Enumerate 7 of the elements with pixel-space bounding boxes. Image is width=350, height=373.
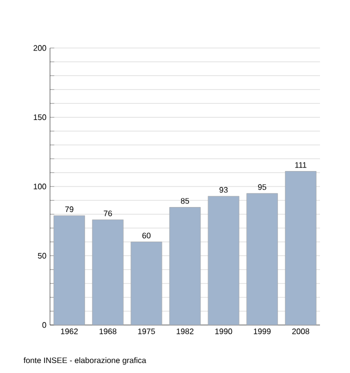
bar (169, 207, 201, 325)
bar (54, 215, 85, 325)
bar (285, 171, 316, 325)
bar (92, 220, 124, 325)
bar (208, 196, 240, 325)
bar (246, 193, 278, 325)
bar (130, 242, 162, 325)
